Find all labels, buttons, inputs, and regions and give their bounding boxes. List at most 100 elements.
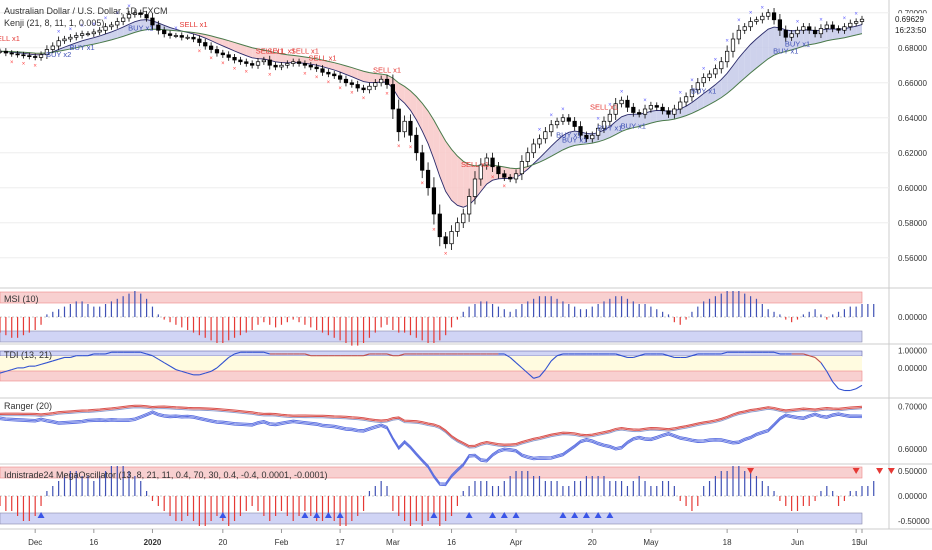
- mega-triangles: [37, 468, 895, 518]
- candle-body: [9, 52, 14, 55]
- candle-body: [208, 45, 214, 50]
- candle-body: [549, 124, 554, 133]
- time-tick-label: Jul: [857, 538, 867, 547]
- cloud-segment: [369, 72, 376, 83]
- cloud-segment: [756, 33, 763, 69]
- triangle-up-marker: [500, 512, 508, 518]
- cloud-segment: [826, 28, 833, 41]
- candle-body: [760, 15, 765, 21]
- cloud-segment: [328, 61, 335, 70]
- tdi-segment: [52, 358, 59, 362]
- candle-body: [742, 26, 747, 31]
- candle-body: [508, 176, 513, 180]
- up-marker: ×: [596, 117, 600, 123]
- cloud-segment: [457, 156, 464, 208]
- cloud-segment: [744, 44, 751, 79]
- candle-body: [531, 143, 536, 154]
- up-marker: ×: [843, 16, 847, 22]
- tdi-segment: [58, 356, 65, 360]
- tdi-segment: [809, 355, 816, 358]
- candle-body: [437, 213, 442, 238]
- up-marker: ×: [57, 30, 61, 36]
- candle-body: [461, 213, 466, 224]
- msi-bars: [0, 291, 875, 346]
- candle-body: [3, 50, 8, 54]
- tdi-segment: [398, 353, 405, 357]
- cloud-segment: [93, 35, 100, 45]
- candle-body: [660, 106, 665, 112]
- candle-body: [560, 117, 566, 122]
- triangle-up-marker: [219, 512, 227, 518]
- cloud-segment: [850, 26, 857, 37]
- cloud-segment: [322, 60, 329, 69]
- candle-body: [537, 138, 542, 145]
- candle-body: [261, 59, 266, 63]
- candle-body: [373, 82, 378, 87]
- sell-signal-label: SELL x1: [590, 102, 618, 111]
- cloud-segment: [639, 113, 646, 127]
- down-marker: ×: [397, 144, 401, 150]
- candle-body: [613, 103, 618, 115]
- candle-body: [50, 45, 55, 50]
- down-marker: ×: [420, 181, 424, 187]
- candle-body: [332, 73, 337, 77]
- triangle-down-marker: [876, 468, 884, 474]
- candle-body: [314, 66, 319, 70]
- sell-signal-label: SELL x1: [461, 160, 489, 169]
- candle-body: [467, 196, 472, 215]
- candle-body: [807, 26, 812, 31]
- triangle-down-marker: [747, 468, 755, 474]
- tdi-segment: [668, 355, 675, 358]
- mega-title: Idnistrade24 MegaOscillator (13, 8, 21, …: [4, 470, 328, 480]
- candle-body: [367, 85, 372, 91]
- candle-body: [695, 82, 700, 91]
- down-marker: ×: [327, 80, 331, 86]
- mega-tick-label: 0.50000: [898, 467, 927, 476]
- up-marker: ×: [174, 26, 178, 32]
- cloud-segment: [105, 31, 112, 42]
- candle-body: [302, 63, 308, 66]
- up-marker: ×: [749, 10, 753, 16]
- tdi-title: TDI (13, 21): [4, 350, 52, 360]
- up-marker: ×: [104, 16, 108, 22]
- tdi-segment: [87, 353, 94, 357]
- cloud-segment: [70, 42, 77, 49]
- tdi-segment: [527, 372, 534, 379]
- cloud-segment: [340, 64, 346, 75]
- up-marker: ×: [69, 27, 73, 33]
- cloud-segment: [117, 27, 124, 39]
- up-marker: ×: [796, 20, 800, 26]
- sell-signal-label: SELL x1: [256, 46, 284, 55]
- candle-body: [666, 110, 671, 115]
- cloud-segment: [228, 40, 235, 52]
- ranger-line: [0, 412, 863, 487]
- cloud-segment: [293, 55, 300, 63]
- msi-lower-zone: [0, 330, 863, 343]
- up-marker: ×: [714, 58, 718, 64]
- down-marker: ×: [491, 175, 495, 181]
- candle-body: [795, 29, 800, 35]
- cloud-segment: [621, 114, 628, 132]
- cloud-segment: [304, 56, 311, 65]
- tdi-segment: [11, 367, 18, 371]
- time-tick-label: Jun: [791, 538, 804, 547]
- tdi-segment: [838, 388, 845, 392]
- candle-body: [103, 26, 108, 31]
- candle-body: [384, 78, 390, 85]
- cloud-segment: [269, 51, 276, 62]
- time-tick-label: Apr: [510, 538, 523, 547]
- candle-body: [62, 38, 67, 42]
- candle-body: [396, 108, 401, 133]
- tdi-segment: [216, 362, 224, 369]
- up-marker: ×: [737, 18, 741, 24]
- down-marker: ×: [22, 62, 26, 68]
- up-marker: ×: [608, 103, 612, 109]
- candle-body: [678, 101, 683, 110]
- up-marker: ×: [116, 11, 120, 17]
- cloud-segment: [345, 65, 352, 77]
- tdi-segment: [40, 362, 48, 365]
- time-tick-label: Feb: [275, 538, 289, 547]
- candle-body: [631, 106, 636, 113]
- cloud-segment: [715, 79, 722, 102]
- sell-signal-label: SELL x1: [291, 46, 319, 55]
